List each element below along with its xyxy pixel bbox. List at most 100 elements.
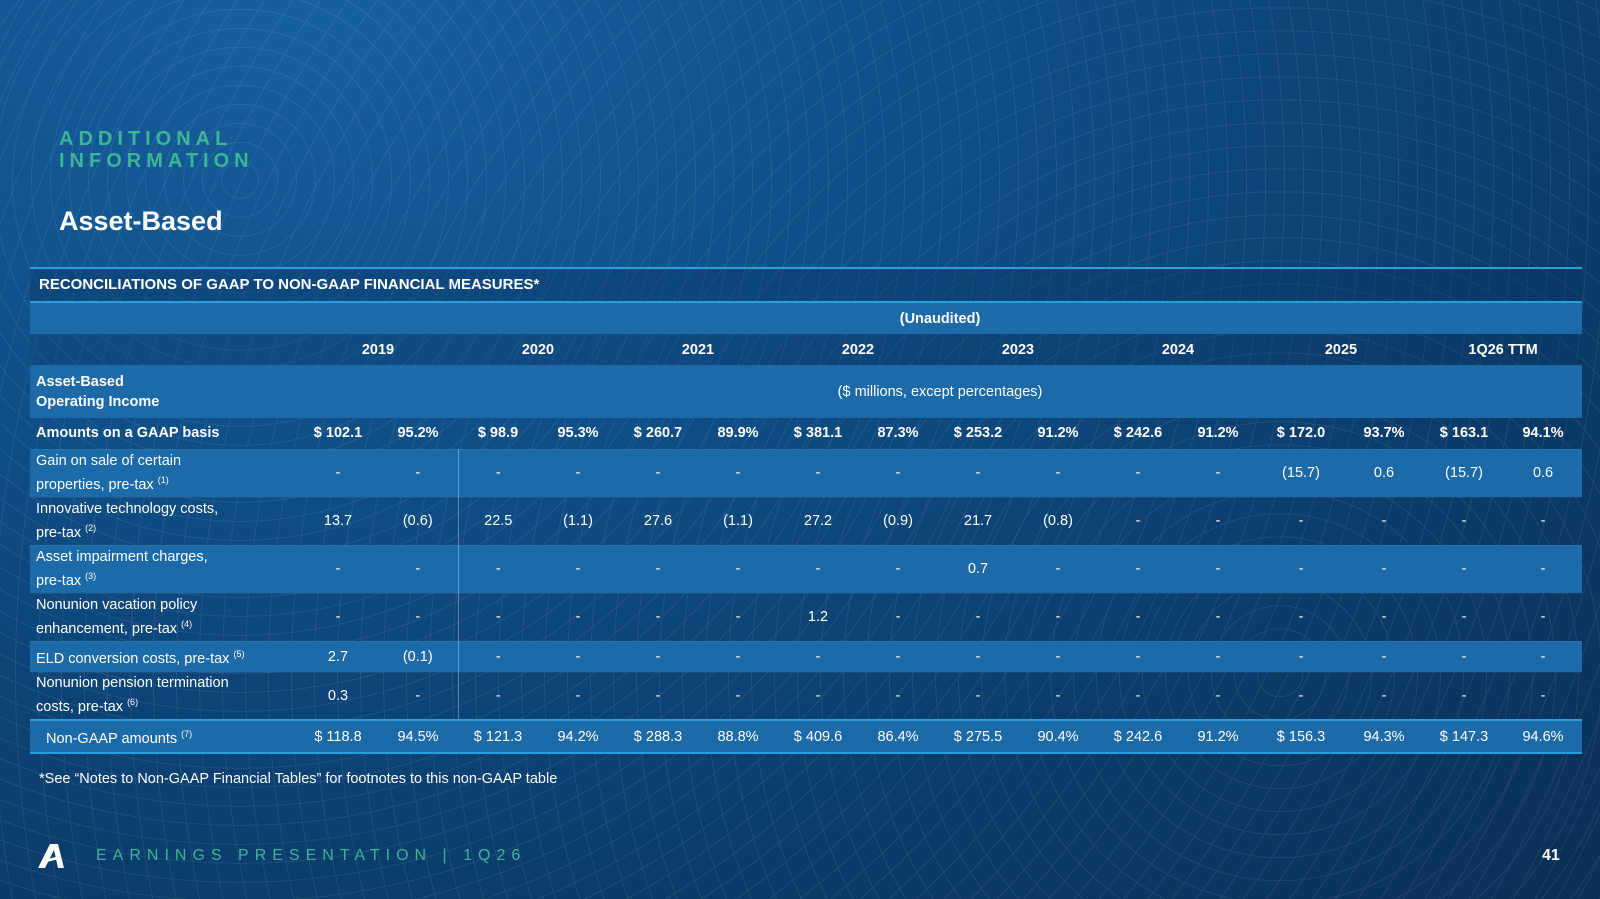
table-cell: - <box>618 640 698 672</box>
row-label: ELD conversion costs, pre-tax (5) <box>30 640 298 672</box>
year-header: 2023 <box>938 334 1098 365</box>
table-cell: - <box>458 448 538 497</box>
table-cell: - <box>1098 671 1178 720</box>
section-label: ADDITIONAL INFORMATION <box>59 128 379 172</box>
page-title: Asset-Based <box>59 206 223 236</box>
row-label: Nonunion vacation policy enhancement, pre… <box>30 592 298 641</box>
table-cell: 94.6% <box>1504 719 1583 754</box>
table-cell: - <box>1098 640 1178 672</box>
table-cell: - <box>698 640 778 672</box>
table-cell: - <box>1178 592 1258 641</box>
table-row: Nonunion vacation policy enhancement, pre… <box>30 592 1583 641</box>
table-cell: - <box>378 544 459 593</box>
footnote-marker: (7) <box>181 728 193 739</box>
table-cell: - <box>1018 640 1098 672</box>
table-row: Innovative technology costs, pre-tax (2) 1… <box>30 496 1583 545</box>
footnote-marker: (6) <box>127 697 139 708</box>
table-cell: - <box>1424 496 1504 545</box>
table-cell: 94.1% <box>1522 425 1564 442</box>
table-cell: (1.1) <box>538 496 618 545</box>
table-cell: - <box>858 544 938 593</box>
unaudited-label: (Unaudited) <box>298 303 1583 334</box>
table-cell: 0.3 <box>298 671 378 720</box>
table-cell: (0.1) <box>378 640 459 672</box>
table-cell: 95.2% <box>397 425 439 442</box>
row-label: Innovative technology costs, pre-tax (2) <box>30 496 298 545</box>
page-number: 41 <box>1542 847 1560 864</box>
table-cell: - <box>778 671 858 720</box>
table-cell: - <box>1424 671 1504 720</box>
table-cell: - <box>1018 592 1098 641</box>
table-cell: $ 260.7 <box>633 425 683 442</box>
table-cell: 21.7 <box>938 496 1018 545</box>
table-cell: - <box>538 544 618 593</box>
reconciliation-table: (Unaudited) 2019 2020 2021 2022 2023 202… <box>30 303 1583 754</box>
table-cell: 93.7% <box>1363 425 1405 442</box>
table-cell: - <box>858 671 938 720</box>
table-cell: - <box>618 448 698 497</box>
table-cell: - <box>378 592 459 641</box>
table-cell: (0.8) <box>1018 496 1098 545</box>
table-cell: - <box>1258 496 1344 545</box>
footnote-marker: (3) <box>85 570 97 581</box>
year-header: 2024 <box>1098 334 1258 365</box>
units-caption: ($ millions, except percentages) <box>298 365 1583 418</box>
row-label: Gain on sale of certain properties, pre-t… <box>30 448 298 497</box>
table-cell: - <box>1098 592 1178 641</box>
row-label: Non-GAAP amounts (7) <box>30 719 298 754</box>
table-cell: $ 118.8 <box>298 719 378 754</box>
table-row: Amounts on a GAAP basis $ 102.1 95.2% $ 98.… <box>30 418 1582 449</box>
table-cell: $ 409.6 <box>778 719 858 754</box>
table-cell: $ 253.2 <box>953 425 1003 442</box>
table-cell: - <box>1258 592 1344 641</box>
table-cell: $ 147.3 <box>1424 719 1504 754</box>
table-cell: - <box>1178 640 1258 672</box>
table-cell: 95.3% <box>557 425 599 442</box>
table-cell: - <box>938 640 1018 672</box>
footnote-marker: (4) <box>181 618 193 629</box>
table-cell: 0.7 <box>938 544 1018 593</box>
table-cell: - <box>618 544 698 593</box>
table-cell: - <box>1098 544 1178 593</box>
footer-text: EARNINGS PRESENTATION | 1Q26 <box>96 847 527 864</box>
table-cell: - <box>538 592 618 641</box>
table-cell: 94.5% <box>378 719 458 754</box>
table-cell: $ 121.3 <box>458 719 538 754</box>
table-cell: 1.2 <box>778 592 858 641</box>
table-cell: 91.2% <box>1197 425 1239 442</box>
table-cell: - <box>1018 671 1098 720</box>
table-cell: 0.6 <box>1504 448 1583 497</box>
table-cell: 27.2 <box>778 496 858 545</box>
table-cell: - <box>698 448 778 497</box>
footnote-marker: (5) <box>233 648 245 659</box>
table-cell: $ 288.3 <box>618 719 698 754</box>
table-cell: (0.9) <box>858 496 938 545</box>
table-cell: - <box>1344 640 1424 672</box>
table-cell: - <box>1178 671 1258 720</box>
table-cell: $ 242.6 <box>1098 719 1178 754</box>
table-cell: - <box>1424 592 1504 641</box>
table-cell: - <box>1258 544 1344 593</box>
year-header: 2022 <box>778 334 938 365</box>
row-label: Asset impairment charges, pre-tax (3) <box>30 544 298 593</box>
table-cell: - <box>1098 496 1178 545</box>
table-cell: 94.3% <box>1344 719 1424 754</box>
table-cell: - <box>698 592 778 641</box>
table-row: Gain on sale of certain properties, pre-t… <box>30 448 1583 497</box>
caption-row: Asset-Based Operating Income ($ millions… <box>30 365 1583 418</box>
year-header: 2025 <box>1258 334 1424 365</box>
table-cell: - <box>1504 592 1583 641</box>
table-cell: - <box>1504 671 1583 720</box>
table-cell: $ 98.9 <box>477 425 519 442</box>
unaudited-row: (Unaudited) <box>30 303 1583 334</box>
table-cell: 22.5 <box>458 496 538 545</box>
table-cell: - <box>1344 592 1424 641</box>
table-cell: 91.2% <box>1178 719 1258 754</box>
table-cell: - <box>1018 544 1098 593</box>
footer: EARNINGS PRESENTATION | 1Q26 41 <box>0 840 1600 876</box>
table-cell: - <box>698 671 778 720</box>
row-label: Amounts on a GAAP basis <box>36 424 220 441</box>
table-cell: - <box>298 448 378 497</box>
table-cell: 88.8% <box>698 719 778 754</box>
table-cell: - <box>1424 640 1504 672</box>
